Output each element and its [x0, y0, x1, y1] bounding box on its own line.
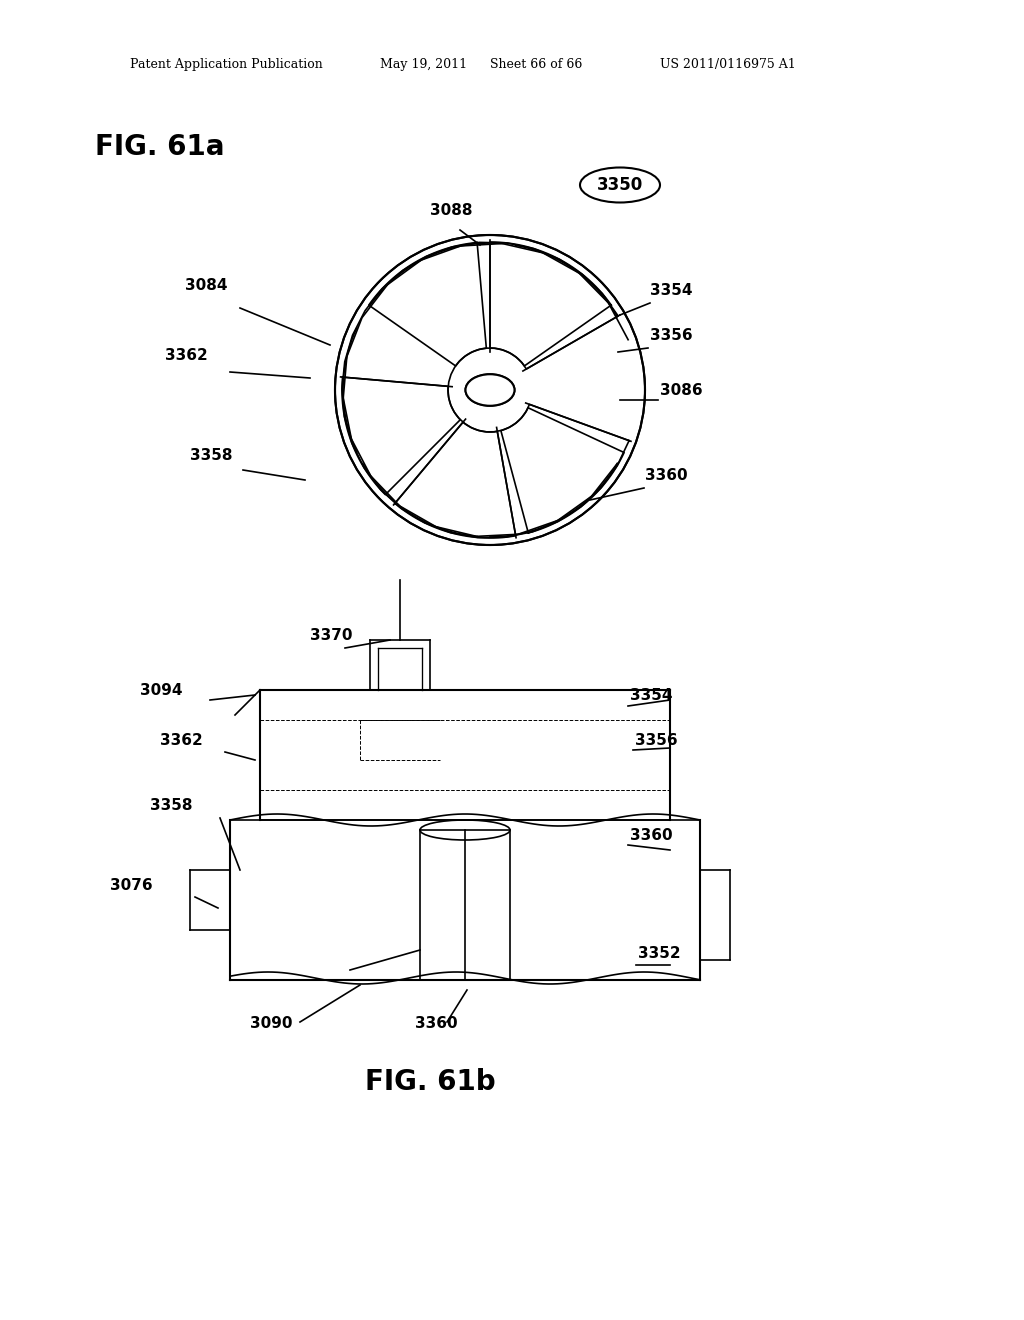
Text: FIG. 61a: FIG. 61a — [95, 133, 224, 161]
Text: 3084: 3084 — [185, 279, 227, 293]
Text: Sheet 66 of 66: Sheet 66 of 66 — [490, 58, 583, 71]
Text: FIG. 61b: FIG. 61b — [365, 1068, 496, 1096]
Text: 3354: 3354 — [630, 688, 673, 704]
Text: 3076: 3076 — [110, 878, 153, 894]
Text: 3086: 3086 — [660, 383, 702, 399]
Text: 3362: 3362 — [165, 348, 208, 363]
Text: Patent Application Publication: Patent Application Publication — [130, 58, 323, 71]
Text: 3356: 3356 — [635, 733, 678, 748]
Text: 3358: 3358 — [190, 447, 232, 463]
Ellipse shape — [466, 375, 514, 405]
Text: 3356: 3356 — [650, 327, 692, 343]
Text: 3362: 3362 — [160, 733, 203, 748]
Text: 3350: 3350 — [597, 176, 643, 194]
Text: US 2011/0116975 A1: US 2011/0116975 A1 — [660, 58, 796, 71]
Text: 3354: 3354 — [650, 282, 692, 298]
Text: 3370: 3370 — [310, 628, 352, 643]
Ellipse shape — [466, 375, 514, 405]
Text: 3090: 3090 — [250, 1016, 293, 1031]
Text: 3088: 3088 — [430, 203, 472, 218]
Text: 3358: 3358 — [150, 799, 193, 813]
Text: 3360: 3360 — [415, 1016, 458, 1031]
Text: 3352: 3352 — [638, 946, 681, 961]
Text: May 19, 2011: May 19, 2011 — [380, 58, 467, 71]
Text: 3094: 3094 — [140, 682, 182, 698]
Text: 3360: 3360 — [645, 469, 688, 483]
Text: 3360: 3360 — [630, 828, 673, 843]
